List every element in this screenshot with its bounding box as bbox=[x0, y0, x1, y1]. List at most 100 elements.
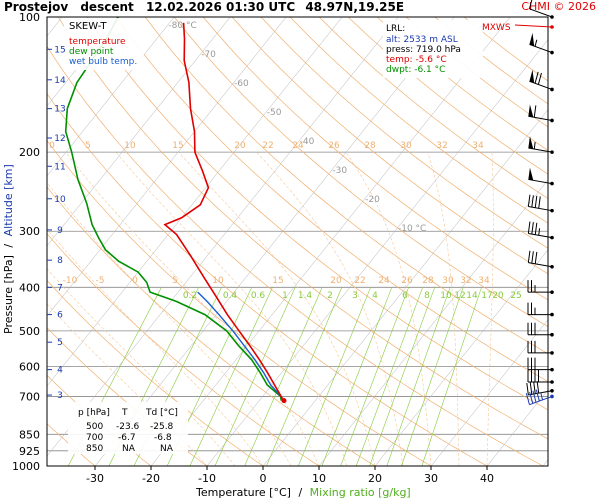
isotherm-50 bbox=[542, 459, 548, 466]
legend-temperature: temperature bbox=[69, 37, 126, 47]
dry-label-mid-13: 34 bbox=[478, 276, 490, 286]
dry-adiabat-80 bbox=[115, 17, 548, 382]
mixing-label-7: 4 bbox=[372, 291, 378, 301]
lrl-alt: alt: 2533 m ASL bbox=[386, 35, 458, 45]
mixing-ratio-line-8 bbox=[298, 287, 371, 466]
pressure-tick-0: 100 bbox=[19, 11, 40, 24]
temperature-tick-0: -30 bbox=[86, 472, 104, 485]
temperature-tick-6: 30 bbox=[424, 472, 438, 485]
wind-barb-14 bbox=[527, 369, 554, 384]
dry-adiabat-110 bbox=[202, 17, 548, 301]
mixing-ratio-line-14 bbox=[401, 287, 464, 466]
isotherm-label-1: -70 bbox=[201, 50, 216, 60]
profiles bbox=[64, 17, 287, 404]
mxws-pointer bbox=[514, 24, 553, 28]
table-row-1-td: -6.8 bbox=[154, 433, 172, 443]
dry-label-mid-11: 30 bbox=[442, 276, 454, 286]
altitude-tick-8: 7 bbox=[57, 283, 63, 293]
isotherm-label-7: -10 °C bbox=[398, 224, 426, 234]
mixing-label-11: 12 bbox=[454, 291, 465, 301]
isotherm--80 bbox=[47, 17, 175, 177]
axis-ticks: 1002003004005006007008509251000151413121… bbox=[12, 11, 494, 485]
mixing-ratio-line-4 bbox=[189, 287, 273, 466]
altitude-tick-3: 12 bbox=[54, 134, 65, 144]
isotherm--30 bbox=[94, 17, 455, 466]
altitude-tick-5: 10 bbox=[54, 195, 66, 205]
wind-barb-6 bbox=[527, 194, 554, 213]
dry-label-top-3: 15 bbox=[172, 141, 183, 151]
dry-label-mid-9: 26 bbox=[401, 276, 413, 286]
dry-adiabat-120 bbox=[231, 17, 548, 275]
lrl-title: LRL: bbox=[386, 24, 405, 34]
mixing-ratio-line-6 bbox=[244, 287, 323, 466]
dry-adiabat-100 bbox=[173, 17, 548, 327]
dry-label-mid-6: 20 bbox=[330, 276, 342, 286]
dry-adiabat-30 bbox=[47, 139, 432, 466]
mixing-label-2: 0.6 bbox=[251, 291, 266, 301]
altitude-tick-9: 6 bbox=[57, 311, 63, 321]
altitude-tick-0: 15 bbox=[54, 45, 65, 55]
isotherm-label-2: -60 bbox=[234, 79, 249, 89]
isotherm-20 bbox=[374, 249, 548, 466]
mixing-label-14: 20 bbox=[492, 291, 504, 301]
isotherm-label-6: -20 bbox=[365, 195, 380, 205]
dry-adiabat-130 bbox=[260, 17, 548, 249]
dry-label-top-1: 5 bbox=[85, 141, 91, 151]
isotherm--60 bbox=[47, 17, 287, 317]
wind-barb-3 bbox=[528, 104, 554, 123]
isotherm-label-4: -40 bbox=[300, 137, 315, 147]
mixing-ratio-line-10 bbox=[340, 287, 409, 466]
dry-label-top-0: 0 bbox=[49, 141, 55, 151]
isotherm-label-0: -80 °C bbox=[168, 21, 196, 31]
table-row-0-td: -25.8 bbox=[150, 422, 174, 432]
altitude-tick-12: 3 bbox=[57, 391, 63, 401]
legend-wetbulb: wet bulb temp. bbox=[69, 57, 137, 67]
mixing-ratio-line-13 bbox=[386, 287, 451, 466]
mixing-label-1: 0.4 bbox=[223, 291, 238, 301]
isotherm-30 bbox=[430, 319, 548, 466]
dry-label-mid-1: -5 bbox=[96, 276, 105, 286]
dry-adiabat-70 bbox=[86, 17, 548, 411]
table-row-1-t: -6.7 bbox=[118, 433, 136, 443]
header-coords: 48.97N,19.25E bbox=[305, 0, 404, 14]
isotherm-0 bbox=[262, 109, 548, 466]
lrl-temp: temp: -5.6 °C bbox=[386, 55, 447, 65]
pressure-tick-4: 500 bbox=[19, 325, 40, 338]
wind-barb-1 bbox=[529, 32, 554, 55]
lrl-box: LRL: alt: 2533 m ASL press: 719.0 hPa te… bbox=[383, 20, 483, 78]
lrl-marker bbox=[281, 398, 287, 404]
altitude-tick-1: 14 bbox=[54, 76, 66, 86]
moist-adiabat-35 bbox=[427, 152, 460, 466]
dry-label-mid-7: 22 bbox=[354, 276, 365, 286]
mxws-dot bbox=[550, 25, 554, 29]
value-table: p [hPa] T Td [°C] 500 -23.6 -25.8 700 -6… bbox=[68, 402, 188, 454]
temperature-tick-1: -20 bbox=[142, 472, 160, 485]
altitude-tick-4: 11 bbox=[54, 162, 65, 172]
dry-adiabat-150 bbox=[318, 17, 548, 199]
mixing-label-8: 6 bbox=[402, 291, 408, 301]
pressure-tick-3: 400 bbox=[19, 281, 40, 294]
temperature-tick-3: 0 bbox=[260, 472, 267, 485]
wetbulb-line bbox=[197, 291, 284, 401]
header-station: Prostejov bbox=[4, 0, 68, 14]
pressure-tick-6: 700 bbox=[19, 390, 40, 403]
wind-barb-13 bbox=[527, 357, 554, 372]
lrl-dwpt: dwpt: -6.1 °C bbox=[386, 65, 445, 75]
table-row-1-p: 700 bbox=[86, 433, 103, 443]
dry-label-top-4: 20 bbox=[234, 141, 246, 151]
dry-adiabat-10 bbox=[47, 233, 320, 466]
altitude-tick-7: 8 bbox=[57, 256, 63, 266]
mixing-ratio-line-11 bbox=[355, 287, 423, 466]
table-row-0-t: -23.6 bbox=[116, 422, 140, 432]
altitude-tick-11: 4 bbox=[57, 366, 63, 376]
moist-adiabat-20 bbox=[178, 151, 376, 466]
isotherm-label-5: -30 bbox=[332, 166, 347, 176]
dry-adiabat-20 bbox=[47, 186, 376, 466]
isotherm--90 bbox=[47, 17, 119, 107]
table-header-td: Td [°C] bbox=[145, 408, 178, 418]
dry-adiabat-140 bbox=[289, 17, 548, 224]
altitude-tick-2: 13 bbox=[54, 105, 65, 115]
header-phase: descent bbox=[80, 0, 134, 14]
legend: SKEW-T temperature dew point wet bulb te… bbox=[64, 18, 144, 70]
mixing-label-13: 17 bbox=[481, 291, 492, 301]
